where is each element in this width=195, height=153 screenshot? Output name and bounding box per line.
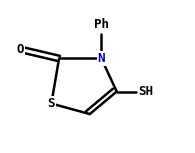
Text: Ph: Ph	[94, 18, 109, 31]
Text: SH: SH	[138, 85, 153, 98]
Text: S: S	[48, 97, 55, 110]
Text: O: O	[17, 43, 24, 56]
Text: N: N	[98, 52, 105, 65]
